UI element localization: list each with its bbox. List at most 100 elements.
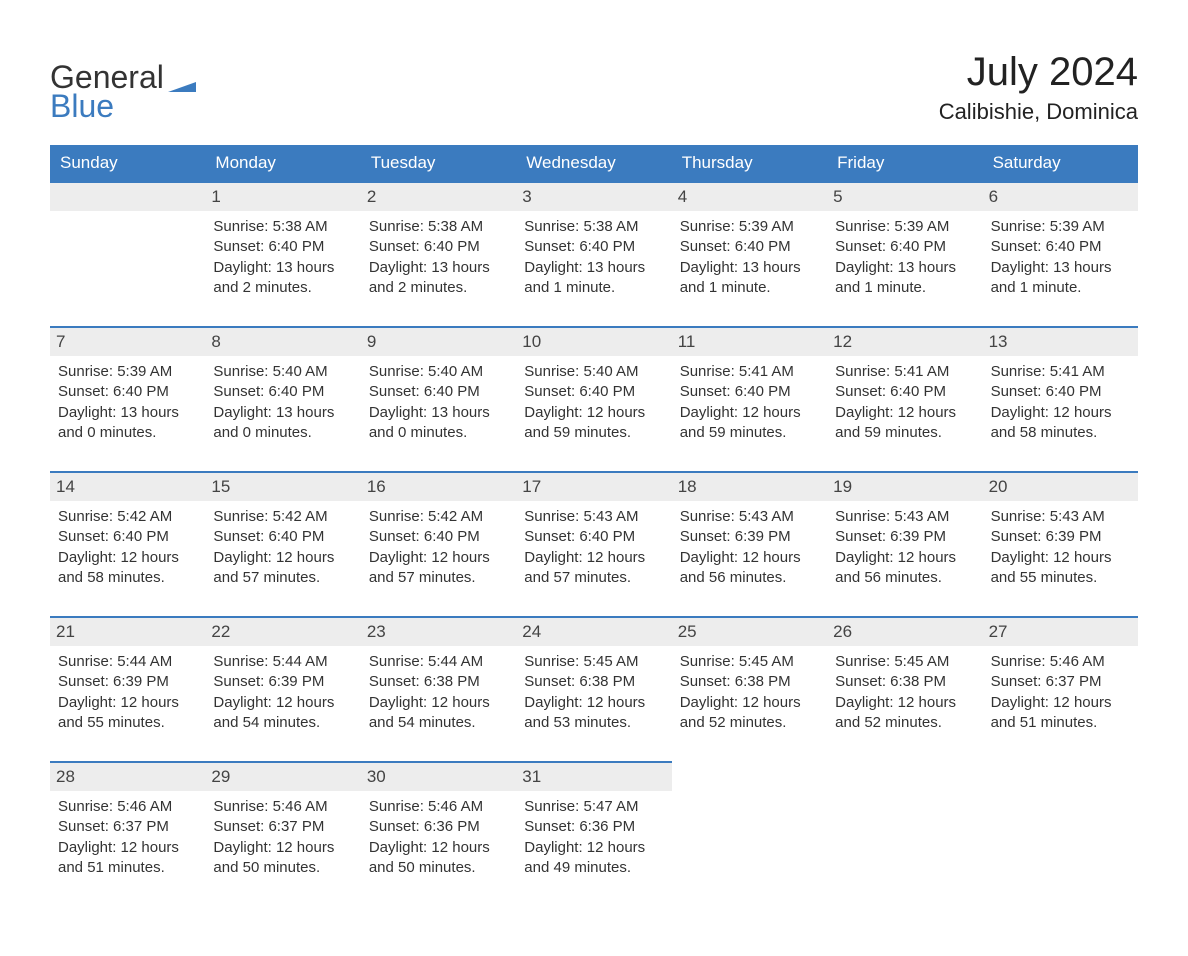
daylight-text: Daylight: 12 hours and 59 minutes. <box>524 403 663 444</box>
sunset-text: Sunset: 6:40 PM <box>369 382 508 402</box>
day-number: 24 <box>516 616 671 646</box>
daylight-text: Daylight: 12 hours and 55 minutes. <box>991 548 1130 589</box>
calendar-cell: 12Sunrise: 5:41 AMSunset: 6:40 PMDayligh… <box>827 326 982 471</box>
daylight-text: Daylight: 12 hours and 57 minutes. <box>524 548 663 589</box>
sunrise-text: Sunrise: 5:39 AM <box>58 362 197 382</box>
daylight-text: Daylight: 12 hours and 57 minutes. <box>213 548 352 589</box>
day-header: Monday <box>205 145 360 181</box>
sunrise-text: Sunrise: 5:39 AM <box>680 217 819 237</box>
daylight-text: Daylight: 13 hours and 0 minutes. <box>213 403 352 444</box>
calendar-cell: 21Sunrise: 5:44 AMSunset: 6:39 PMDayligh… <box>50 616 205 761</box>
daylight-text: Daylight: 13 hours and 2 minutes. <box>369 258 508 299</box>
day-number: 8 <box>205 326 360 356</box>
sunset-text: Sunset: 6:40 PM <box>991 237 1130 257</box>
day-header: Friday <box>827 145 982 181</box>
daylight-text: Daylight: 12 hours and 50 minutes. <box>369 838 508 879</box>
daylight-text: Daylight: 13 hours and 1 minute. <box>835 258 974 299</box>
calendar-cell: 29Sunrise: 5:46 AMSunset: 6:37 PMDayligh… <box>205 761 360 906</box>
daylight-text: Daylight: 13 hours and 1 minute. <box>524 258 663 299</box>
daylight-text: Daylight: 12 hours and 52 minutes. <box>680 693 819 734</box>
day-header: Saturday <box>983 145 1138 181</box>
sunrise-text: Sunrise: 5:43 AM <box>680 507 819 527</box>
daylight-text: Daylight: 12 hours and 51 minutes. <box>58 838 197 879</box>
daylight-text: Daylight: 12 hours and 54 minutes. <box>213 693 352 734</box>
day-number: 17 <box>516 471 671 501</box>
sunrise-text: Sunrise: 5:41 AM <box>991 362 1130 382</box>
calendar-cell: 3Sunrise: 5:38 AMSunset: 6:40 PMDaylight… <box>516 181 671 326</box>
calendar-cell: 27 Sunrise: 5:46 AMSunset: 6:37 PMDayligh… <box>983 616 1138 761</box>
day-header: Sunday <box>50 145 205 181</box>
calendar-cell: 1Sunrise: 5:38 AMSunset: 6:40 PMDaylight… <box>205 181 360 326</box>
sunset-text: Sunset: 6:37 PM <box>991 672 1130 692</box>
day-number: 16 <box>361 471 516 501</box>
sunrise-text: Sunrise: 5:44 AM <box>58 652 197 672</box>
sunrise-text: Sunrise: 5:43 AM <box>524 507 663 527</box>
calendar-cell: 4Sunrise: 5:39 AMSunset: 6:40 PMDaylight… <box>672 181 827 326</box>
day-header: Wednesday <box>516 145 671 181</box>
day-number: 4 <box>672 181 827 211</box>
calendar-cell: 30Sunrise: 5:46 AMSunset: 6:36 PMDayligh… <box>361 761 516 906</box>
calendar-cell: 2Sunrise: 5:38 AMSunset: 6:40 PMDaylight… <box>361 181 516 326</box>
calendar-cell: 9Sunrise: 5:40 AMSunset: 6:40 PMDaylight… <box>361 326 516 471</box>
daylight-text: Daylight: 13 hours and 0 minutes. <box>369 403 508 444</box>
daylight-text: Daylight: 13 hours and 0 minutes. <box>58 403 197 444</box>
day-number: 27 <box>983 616 1138 646</box>
calendar-cell-empty: . <box>50 181 205 326</box>
calendar-cell: 25Sunrise: 5:45 AMSunset: 6:38 PMDayligh… <box>672 616 827 761</box>
day-number: 19 <box>827 471 982 501</box>
calendar-cell: 14Sunrise: 5:42 AMSunset: 6:40 PMDayligh… <box>50 471 205 616</box>
daylight-text: Daylight: 12 hours and 51 minutes. <box>991 693 1130 734</box>
sunset-text: Sunset: 6:37 PM <box>58 817 197 837</box>
sunrise-text: Sunrise: 5:39 AM <box>835 217 974 237</box>
sunset-text: Sunset: 6:40 PM <box>213 527 352 547</box>
day-number: 1 <box>205 181 360 211</box>
sunrise-text: Sunrise: 5:43 AM <box>835 507 974 527</box>
calendar-cell: 7Sunrise: 5:39 AMSunset: 6:40 PMDaylight… <box>50 326 205 471</box>
daylight-text: Daylight: 12 hours and 50 minutes. <box>213 838 352 879</box>
sunrise-text: Sunrise: 5:39 AM <box>991 217 1130 237</box>
day-number: 10 <box>516 326 671 356</box>
calendar-grid: SundayMondayTuesdayWednesdayThursdayFrid… <box>50 145 1138 906</box>
calendar-cell: 20 Sunrise: 5:43 AMSunset: 6:39 PMDayligh… <box>983 471 1138 616</box>
daylight-text: Daylight: 12 hours and 52 minutes. <box>835 693 974 734</box>
calendar-cell: 24Sunrise: 5:45 AMSunset: 6:38 PMDayligh… <box>516 616 671 761</box>
daylight-text: Daylight: 12 hours and 58 minutes. <box>991 403 1130 444</box>
sunrise-text: Sunrise: 5:46 AM <box>369 797 508 817</box>
sunrise-text: Sunrise: 5:46 AM <box>991 652 1130 672</box>
sunset-text: Sunset: 6:39 PM <box>680 527 819 547</box>
day-number: 20 <box>983 471 1138 501</box>
sunset-text: Sunset: 6:40 PM <box>58 527 197 547</box>
sunset-text: Sunset: 6:39 PM <box>835 527 974 547</box>
sunrise-text: Sunrise: 5:46 AM <box>58 797 197 817</box>
sunset-text: Sunset: 6:38 PM <box>680 672 819 692</box>
calendar-cell: 6Sunrise: 5:39 AMSunset: 6:40 PMDaylight… <box>983 181 1138 326</box>
sunset-text: Sunset: 6:40 PM <box>680 382 819 402</box>
daylight-text: Daylight: 12 hours and 49 minutes. <box>524 838 663 879</box>
day-number: 30 <box>361 761 516 791</box>
calendar-cell: 10Sunrise: 5:40 AMSunset: 6:40 PMDayligh… <box>516 326 671 471</box>
location: Calibishie, Dominica <box>939 99 1138 125</box>
sunrise-text: Sunrise: 5:38 AM <box>213 217 352 237</box>
daylight-text: Daylight: 12 hours and 56 minutes. <box>680 548 819 589</box>
day-number: 6 <box>983 181 1138 211</box>
calendar-cell: 23Sunrise: 5:44 AMSunset: 6:38 PMDayligh… <box>361 616 516 761</box>
sunrise-text: Sunrise: 5:43 AM <box>991 507 1130 527</box>
day-number: 14 <box>50 471 205 501</box>
day-header: Thursday <box>672 145 827 181</box>
day-number: 22 <box>205 616 360 646</box>
calendar-cell: 16Sunrise: 5:42 AMSunset: 6:40 PMDayligh… <box>361 471 516 616</box>
sunset-text: Sunset: 6:40 PM <box>369 527 508 547</box>
sunset-text: Sunset: 6:40 PM <box>524 527 663 547</box>
sunset-text: Sunset: 6:40 PM <box>213 237 352 257</box>
day-number: 2 <box>361 181 516 211</box>
calendar-cell: 15Sunrise: 5:42 AMSunset: 6:40 PMDayligh… <box>205 471 360 616</box>
sunset-text: Sunset: 6:38 PM <box>369 672 508 692</box>
sunset-text: Sunset: 6:39 PM <box>991 527 1130 547</box>
daylight-text: Daylight: 12 hours and 59 minutes. <box>835 403 974 444</box>
sunrise-text: Sunrise: 5:42 AM <box>369 507 508 527</box>
sunrise-text: Sunrise: 5:40 AM <box>369 362 508 382</box>
day-number: 13 <box>983 326 1138 356</box>
sunset-text: Sunset: 6:36 PM <box>524 817 663 837</box>
sunset-text: Sunset: 6:38 PM <box>835 672 974 692</box>
day-number: 21 <box>50 616 205 646</box>
